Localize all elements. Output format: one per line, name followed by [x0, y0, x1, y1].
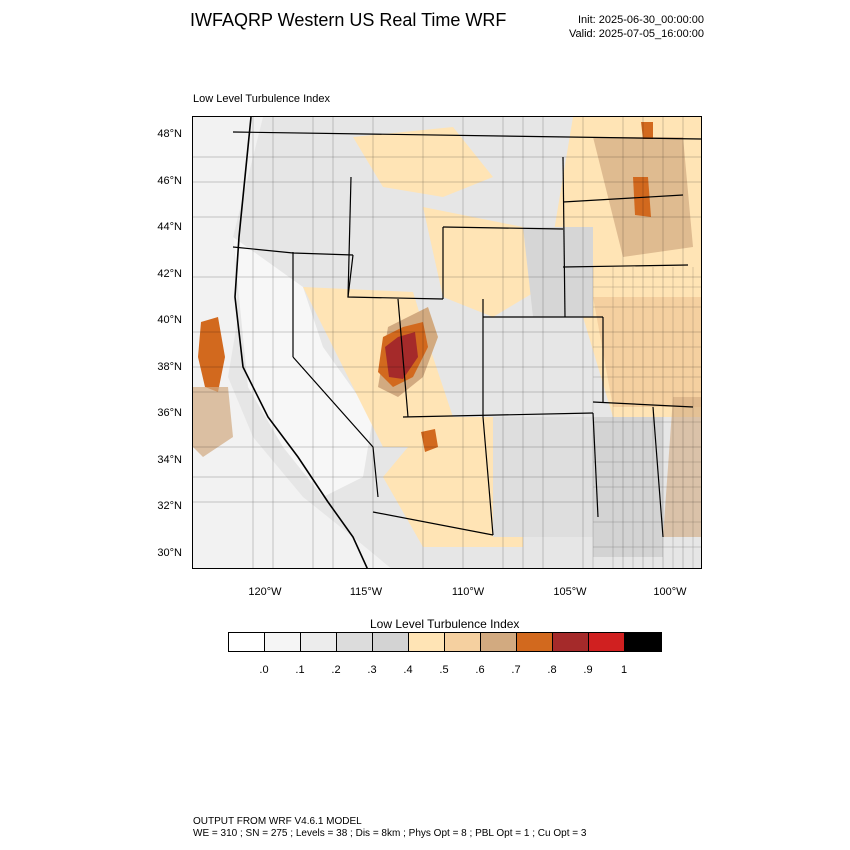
colorbar-swatch [445, 633, 481, 651]
lat-label: 32°N [157, 500, 182, 512]
colorbar-label: .6 [475, 664, 485, 676]
field-subtitle: Low Level Turbulence Index [193, 93, 330, 105]
colorbar-swatch [301, 633, 337, 651]
colorbar-label: .9 [583, 664, 593, 676]
lat-label: 34°N [157, 454, 182, 466]
colorbar-swatch [409, 633, 445, 651]
colorbar-swatch [625, 633, 661, 651]
colorbar-label: .3 [367, 664, 377, 676]
colorbar-swatch [373, 633, 409, 651]
lat-label: 48°N [157, 128, 182, 140]
lat-label: 42°N [157, 268, 182, 280]
colorbar-label: .8 [547, 664, 557, 676]
colorbar-label: .4 [403, 664, 413, 676]
lon-label: 110°W [451, 586, 485, 598]
lon-label: 120°W [248, 586, 282, 598]
colorbar-label: .2 [331, 664, 341, 676]
lat-label: 44°N [157, 221, 182, 233]
colorbar-label: 1 [620, 664, 628, 676]
lat-label: 30°N [157, 547, 182, 559]
colorbar-swatch [337, 633, 373, 651]
colorbar-swatch [229, 633, 265, 651]
init-time: Init: 2025-06-30_00:00:00 [578, 14, 704, 26]
figure-title: IWFAQRP Western US Real Time WRF [190, 10, 507, 30]
lat-label: 46°N [157, 175, 182, 187]
valid-time: Valid: 2025-07-05_16:00:00 [569, 28, 704, 40]
lon-label: 115°W [349, 586, 383, 598]
colorbar-label: .7 [511, 664, 521, 676]
model-settings: WE = 310 ; SN = 275 ; Levels = 38 ; Dis … [193, 828, 587, 839]
colorbar-swatch [553, 633, 589, 651]
lat-label: 38°N [157, 361, 182, 373]
colorbar-label: .5 [439, 664, 449, 676]
colorbar [228, 632, 662, 652]
model-info: OUTPUT FROM WRF V4.6.1 MODEL [193, 816, 362, 827]
colorbar-swatch [481, 633, 517, 651]
map-canvas [193, 117, 701, 568]
colorbar-title: Low Level Turbulence Index [370, 617, 520, 631]
colorbar-swatch [589, 633, 625, 651]
lat-label: 36°N [157, 407, 182, 419]
lon-label: 100°W [653, 586, 687, 598]
colorbar-label: .0 [259, 664, 269, 676]
colorbar-label: .1 [295, 664, 305, 676]
lon-label: 105°W [553, 586, 587, 598]
colorbar-swatch [265, 633, 301, 651]
lat-label: 40°N [157, 314, 182, 326]
turbulence-map [192, 116, 702, 569]
colorbar-swatch [517, 633, 553, 651]
